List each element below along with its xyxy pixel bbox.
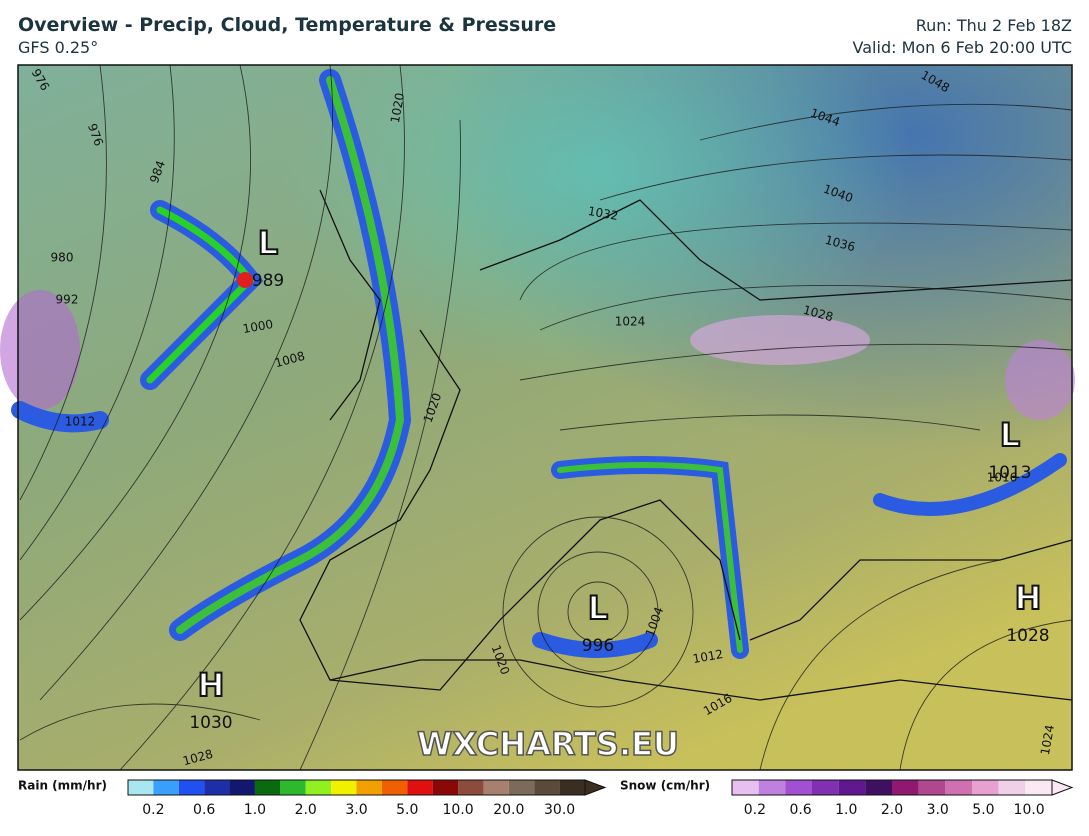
- isobar-label: 1012: [692, 647, 725, 666]
- snow-area: [0, 290, 80, 410]
- colorbar-arrow: [1051, 779, 1074, 796]
- valid: Valid: Mon 6 Feb 20:00 UTC: [852, 38, 1072, 57]
- colorbar-swatch: [229, 780, 255, 795]
- colorbar-tick-label: 1.0: [244, 802, 266, 818]
- colorbar-swatch: [945, 780, 972, 795]
- isobar-label: 1024: [1038, 724, 1057, 757]
- colorbar-swatch: [458, 780, 484, 795]
- precip-bands: [11, 69, 1067, 659]
- colorbar-swatch: [153, 780, 179, 795]
- isobar-label: 1020: [388, 92, 407, 125]
- colorbar-tick-label: 3.0: [927, 802, 949, 818]
- isobar-label: 1016: [987, 471, 1018, 485]
- colorbar-swatch: [508, 780, 535, 795]
- colorbar-swatch: [758, 780, 786, 795]
- colorbar-swatch: [865, 780, 892, 795]
- colorbar-arrow: [584, 779, 607, 796]
- model: GFS 0.25°: [18, 38, 99, 57]
- colorbar-tick-label: 10.0: [1014, 802, 1045, 818]
- colorbar-swatch: [254, 780, 281, 795]
- legend-title: Rain (mm/hr): [18, 779, 107, 793]
- colorbar-tick-label: 2.0: [881, 802, 903, 818]
- isobar-label: 992: [56, 293, 79, 307]
- pressure-value: 989: [252, 271, 284, 291]
- colorbar-swatch: [432, 780, 459, 795]
- pressure-value: 996: [582, 636, 614, 656]
- colorbar-tick-label: 0.6: [193, 802, 215, 818]
- isobar-label: 1032: [587, 204, 620, 223]
- isobar-label: 980: [51, 251, 74, 265]
- colorbar-tick-label: 0.2: [142, 802, 164, 818]
- colorbar-swatch: [534, 780, 560, 795]
- colorbar-swatch: [918, 780, 946, 795]
- colorbar-swatch: [331, 780, 357, 795]
- pressure-symbol: H: [198, 666, 225, 704]
- pressure-value: 1030: [189, 713, 232, 733]
- colorbar-swatch: [128, 780, 154, 795]
- colorbar-tick-label: 20.0: [493, 802, 524, 818]
- colorbar-swatch: [732, 780, 759, 795]
- colorbar-swatch: [998, 780, 1026, 795]
- pressure-symbol: L: [258, 224, 278, 262]
- colorbar-tick-label: 5.0: [396, 802, 418, 818]
- colorbar-tick-label: 2.0: [295, 802, 317, 818]
- colorbar-swatch: [812, 780, 839, 795]
- colorbar-swatch: [892, 780, 919, 795]
- colorbar-swatch: [1025, 780, 1052, 795]
- isobars: [19, 64, 1073, 771]
- snow-area: [690, 315, 870, 365]
- colorbar-swatch: [178, 780, 205, 795]
- colorbar-tick-label: 0.2: [744, 802, 766, 818]
- map-frame: [17, 64, 1073, 771]
- colorbar-tick-label: 3.0: [345, 802, 367, 818]
- pressure-symbol: H: [1015, 579, 1042, 617]
- colorbar-swatch: [356, 780, 382, 795]
- colorbar-swatch: [204, 780, 230, 795]
- pressure-symbol: L: [1000, 416, 1020, 454]
- coastlines: [299, 189, 1073, 701]
- pressure-symbol: L: [588, 589, 608, 627]
- snow-area: [1005, 340, 1075, 420]
- colorbar-tick-label: 0.6: [789, 802, 811, 818]
- colorbar-swatch: [381, 780, 408, 795]
- colorbar-swatch: [407, 780, 433, 795]
- colorbar-swatch: [785, 780, 812, 795]
- run: Run: Thu 2 Feb 18Z: [915, 16, 1072, 35]
- colorbar-tick-label: 5.0: [972, 802, 994, 818]
- isobar-label: 1024: [615, 315, 646, 329]
- colorbar-tick-label: 30.0: [544, 802, 575, 818]
- colorbar-swatch: [483, 780, 509, 795]
- pressure-value: 1028: [1006, 626, 1049, 646]
- colorbar-swatch: [559, 780, 585, 795]
- title: Overview - Precip, Cloud, Temperature & …: [18, 14, 557, 36]
- cold-air: [18, 65, 1072, 770]
- colorbar-swatch: [280, 780, 306, 795]
- colorbar-swatch: [838, 780, 866, 795]
- colorbar-tick-label: 10.0: [442, 802, 473, 818]
- pressure-value: 1013: [988, 463, 1031, 483]
- isobar-label: 1012: [65, 415, 96, 429]
- colorbar-swatch: [305, 780, 332, 795]
- colorbar-tick-label: 1.0: [835, 802, 857, 818]
- colorbar-swatch: [972, 780, 999, 795]
- isobar-label: 1000: [242, 317, 275, 336]
- watermark: WXCHARTS.EU: [417, 725, 679, 763]
- legend-title: Snow (cm/hr): [620, 779, 710, 793]
